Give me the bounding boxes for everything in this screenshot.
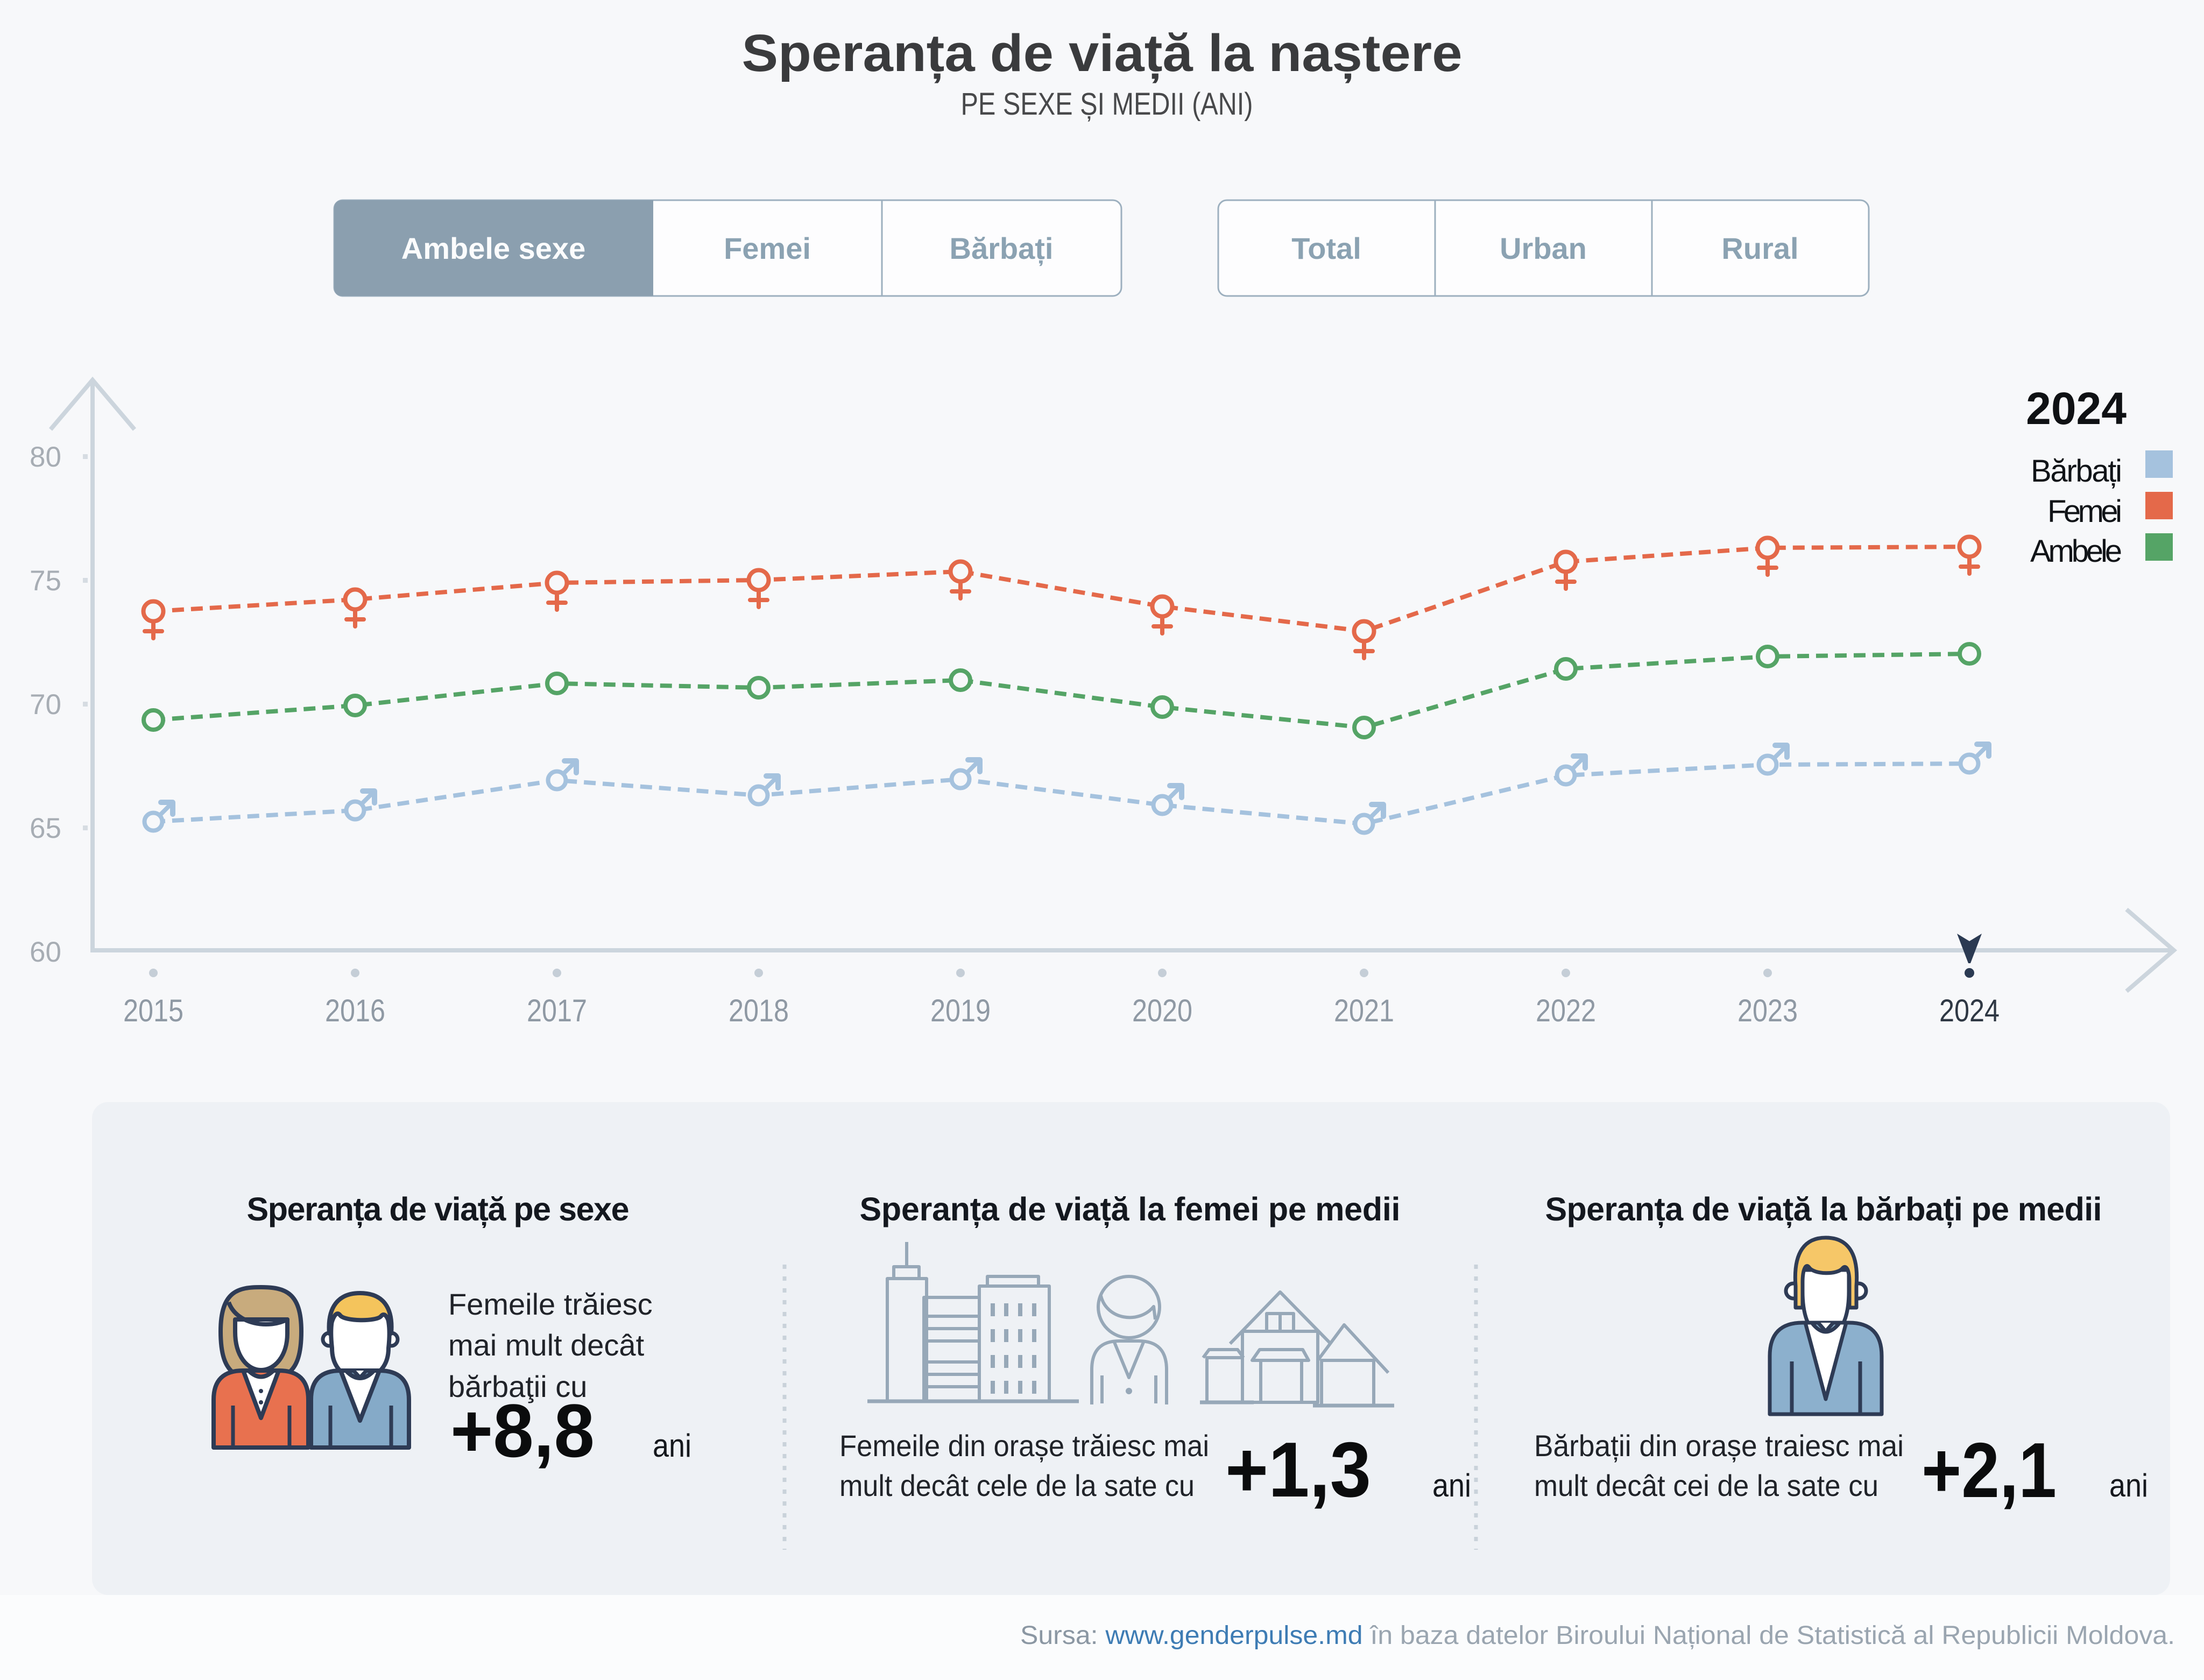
svg-text:Femei: Femei	[724, 231, 811, 265]
svg-text:Femei: Femei	[2047, 494, 2122, 529]
svg-text:Femeile din orașe trăiesc mai: Femeile din orașe trăiesc mai	[839, 1429, 1209, 1463]
svg-text:Speranța de viață pe sexe: Speranța de viață pe sexe	[247, 1191, 630, 1228]
svg-text:65: 65	[30, 813, 61, 844]
svg-text:2018: 2018	[729, 993, 789, 1028]
svg-text:mult decât cele de la sate cu: mult decât cele de la sate cu	[839, 1469, 1195, 1502]
svg-text:Sursa: www.genderpulse.md în b: Sursa: www.genderpulse.md în baza datelo…	[1020, 1621, 2175, 1650]
svg-text:Bărbații din orașe traiesc mai: Bărbații din orașe traiesc mai	[1534, 1429, 1904, 1463]
svg-text:Speranța de viață la naștere: Speranța de viață la naștere	[742, 24, 1463, 83]
svg-text:Total: Total	[1291, 231, 1361, 265]
svg-text:ani: ani	[653, 1428, 691, 1464]
svg-text:+2,1: +2,1	[1922, 1427, 2057, 1514]
svg-text:Bărbați: Bărbați	[950, 231, 1054, 266]
svg-text:bărbaţii cu: bărbaţii cu	[448, 1370, 587, 1403]
svg-text:mai mult decât: mai mult decât	[448, 1328, 645, 1362]
svg-text:70: 70	[30, 689, 61, 721]
svg-text:2024: 2024	[2026, 383, 2127, 434]
svg-text:ani: ani	[2109, 1467, 2148, 1503]
svg-text:Ambele sexe: Ambele sexe	[401, 231, 585, 265]
svg-text:75: 75	[30, 565, 61, 597]
svg-text:Rural: Rural	[1721, 231, 1798, 265]
svg-text:2023: 2023	[1737, 993, 1798, 1028]
svg-text:2020: 2020	[1132, 993, 1192, 1028]
svg-text:2017: 2017	[527, 993, 587, 1028]
svg-text:2022: 2022	[1536, 993, 1596, 1028]
svg-text:+8,8: +8,8	[450, 1388, 595, 1473]
svg-text:2021: 2021	[1334, 993, 1394, 1028]
svg-text:60: 60	[30, 936, 61, 968]
svg-text:2015: 2015	[123, 993, 183, 1028]
svg-text:80: 80	[30, 441, 61, 473]
svg-text:ani: ani	[1432, 1467, 1471, 1503]
svg-text:PE SEXE ȘI MEDII (ANI): PE SEXE ȘI MEDII (ANI)	[961, 87, 1253, 122]
svg-text:Femeile trăiesc: Femeile trăiesc	[448, 1287, 653, 1321]
svg-text:mult decât cei de la sate cu: mult decât cei de la sate cu	[1534, 1469, 1878, 1502]
svg-text:Speranța de viață la femei pe: Speranța de viață la femei pe medii	[860, 1191, 1401, 1228]
svg-text:Speranța de viață la bărbați p: Speranța de viață la bărbați pe medii	[1545, 1191, 2102, 1228]
svg-text:+1,3: +1,3	[1225, 1426, 1371, 1513]
svg-text:2016: 2016	[325, 993, 385, 1028]
svg-text:2024: 2024	[1939, 993, 2000, 1028]
svg-text:Ambele: Ambele	[2030, 534, 2122, 569]
svg-text:Bărbați: Bărbați	[2031, 454, 2122, 489]
svg-text:2019: 2019	[930, 993, 991, 1028]
svg-text:Urban: Urban	[1500, 231, 1587, 265]
